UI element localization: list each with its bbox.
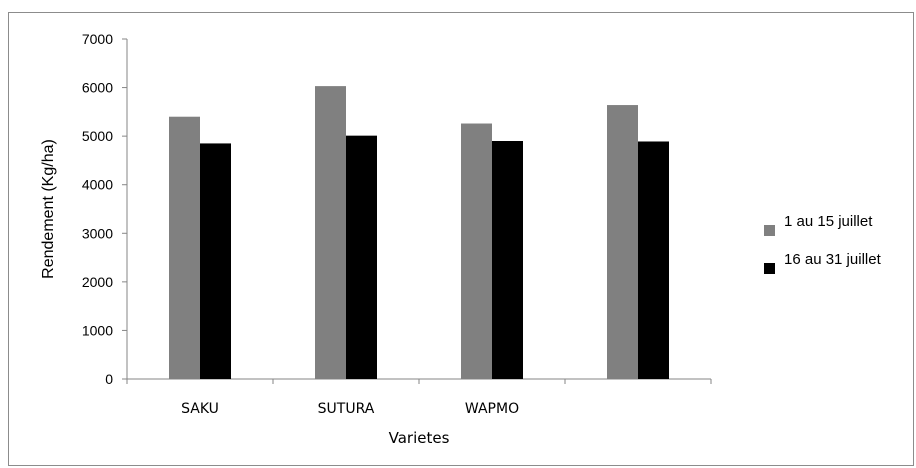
legend: 1 au 15 juillet 16 au 31 juillet [764, 213, 882, 274]
y-tick-label: 2000 [82, 274, 113, 290]
chart-frame [8, 12, 914, 466]
y-axis: 0 1000 2000 3000 4000 5000 6000 7000 [82, 31, 128, 387]
y-tick-label: 7000 [82, 31, 113, 47]
legend-label: 16 au 31 juillet [784, 251, 882, 268]
category-labels: SAKU SUTURA WAPMO [181, 401, 519, 417]
x-category-label: WAPMO [465, 401, 519, 417]
bar-series-2 [638, 141, 669, 379]
bar-series-2 [200, 143, 231, 379]
legend-swatch [764, 225, 775, 236]
x-axis [126, 378, 712, 384]
legend-swatch [764, 263, 775, 274]
x-category-label: SAKU [181, 401, 219, 417]
bars [169, 86, 669, 380]
bar-series-1 [461, 123, 492, 379]
x-category-label: SUTURA [318, 401, 375, 417]
x-axis-title: Varietes [389, 429, 450, 447]
bar-series-1 [315, 86, 346, 379]
bar-series-2 [492, 141, 523, 379]
y-tick-label: 4000 [82, 177, 113, 193]
y-tick-label: 3000 [82, 225, 113, 241]
bar-series-1 [169, 116, 200, 379]
y-axis-title: Rendement (Kg/ha) [40, 139, 57, 279]
legend-label: 1 au 15 juillet [784, 213, 873, 230]
y-tick-label: 6000 [82, 80, 113, 96]
bar-series-1 [607, 105, 638, 380]
y-tick-label: 0 [105, 371, 113, 387]
bar-series-2 [346, 135, 377, 379]
y-tick-label: 5000 [82, 128, 113, 144]
y-tick-label: 1000 [82, 322, 113, 338]
